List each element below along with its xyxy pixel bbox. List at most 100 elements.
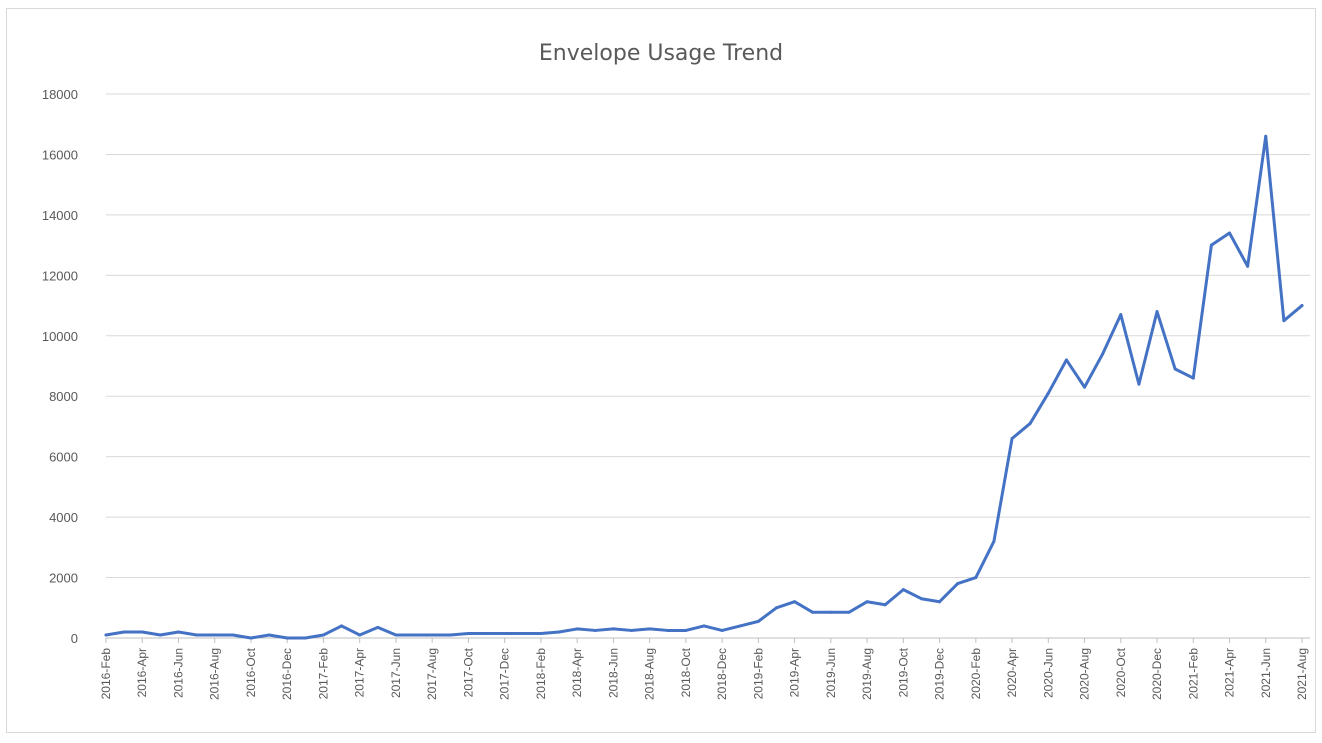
y-axis-ticks: 0 2000 4000 6000 8000 10000 12000 14000 16000 180… [42,87,78,646]
x-tick-label: 2019-Oct [896,647,910,697]
data-point [720,628,724,632]
y-tick-label: 2000 [49,571,78,586]
x-tick-label: 2018-Apr [570,648,584,697]
x-tick-label: 2020-Jun [1041,648,1055,698]
x-tick-label: 2020-Feb [969,648,983,700]
data-point [956,582,960,586]
data-point [1046,391,1050,395]
y-tick-label: 4000 [49,510,78,525]
x-tick-label: 2019-Feb [751,648,765,700]
data-point [1209,243,1213,247]
x-tick-label: 2020-Oct [1114,647,1128,697]
y-tick-label: 0 [71,631,78,646]
data-point [158,633,162,637]
data-point [1155,310,1159,314]
data-point [793,600,797,604]
x-tick-label: 2017-Oct [461,647,475,697]
x-tick-label: 2016-Dec [280,648,294,700]
series-group [104,134,1304,640]
series-line [104,134,1304,640]
data-point [430,633,434,637]
data-point [865,600,869,604]
data-point [756,619,760,623]
data-point [1119,313,1123,317]
x-tick-label: 2017-Feb [316,648,330,700]
y-tick-label: 16000 [42,147,78,162]
x-tick-label: 2021-Aug [1295,648,1309,700]
data-point [829,610,833,614]
data-point [648,627,652,631]
data-point [195,633,199,637]
x-tick-label: 2019-Apr [788,648,802,697]
x-tick-label: 2019-Dec [933,648,947,700]
x-tick-label: 2019-Jun [824,648,838,698]
data-point [702,624,706,628]
data-point [412,633,416,637]
data-point [611,627,615,631]
chart-frame: Envelope Usage Trend [6,8,1316,733]
data-point [684,628,688,632]
data-point [1282,319,1286,323]
x-tick-label: 2018-Aug [643,648,657,700]
data-point [485,631,489,635]
y-tick-label: 14000 [42,208,78,223]
data-point [847,610,851,614]
data-point [213,633,217,637]
data-point [231,633,235,637]
data-point [1191,376,1195,380]
data-point [267,633,271,637]
data-point [358,633,362,637]
x-tick-label: 2020-Aug [1078,648,1092,700]
data-point [1300,304,1304,308]
x-axis-ticks: 2016-Feb 2016-Apr 2016-Jun 2016-Aug 2016-Oct… [99,638,1309,700]
data-point [1101,352,1105,356]
data-point [1028,421,1032,425]
data-point [140,630,144,634]
x-tick-label: 2019-Aug [860,648,874,700]
gridlines [106,93,1310,639]
x-tick-label: 2016-Apr [135,648,149,697]
y-tick-label: 6000 [49,450,78,465]
data-point [176,630,180,634]
data-point [1010,437,1014,441]
data-point [774,606,778,610]
x-tick-label: 2016-Jun [171,648,185,698]
x-tick-label: 2021-Jun [1259,648,1273,698]
data-point [1173,367,1177,371]
data-point [340,624,344,628]
data-point [974,576,978,580]
data-point [249,636,253,640]
data-point [738,624,742,628]
data-point [919,597,923,601]
data-point [575,627,579,631]
data-point [104,633,108,637]
data-point [122,630,126,634]
y-tick-label: 8000 [49,389,78,404]
data-point [321,633,325,637]
x-tick-label: 2017-Jun [389,648,403,698]
data-point [285,636,289,640]
data-point [630,628,634,632]
x-tick-label: 2020-Dec [1150,648,1164,700]
data-point [521,631,525,635]
x-tick-label: 2021-Feb [1186,648,1200,700]
data-point [1064,358,1068,362]
data-point [1137,382,1141,386]
data-point [811,610,815,614]
data-point [666,628,670,632]
y-tick-label: 12000 [42,268,78,283]
x-tick-label: 2016-Feb [99,648,113,700]
data-point [1264,134,1268,138]
data-point [593,628,597,632]
x-tick-label: 2018-Jun [606,648,620,698]
x-tick-label: 2018-Feb [534,648,548,700]
y-tick-label: 18000 [42,87,78,102]
y-tick-label: 10000 [42,329,78,344]
x-tick-label: 2017-Apr [353,648,367,697]
data-point [466,631,470,635]
x-tick-label: 2018-Oct [679,647,693,697]
x-tick-label: 2020-Apr [1005,648,1019,697]
data-point [1083,385,1087,389]
data-point [1246,264,1250,268]
